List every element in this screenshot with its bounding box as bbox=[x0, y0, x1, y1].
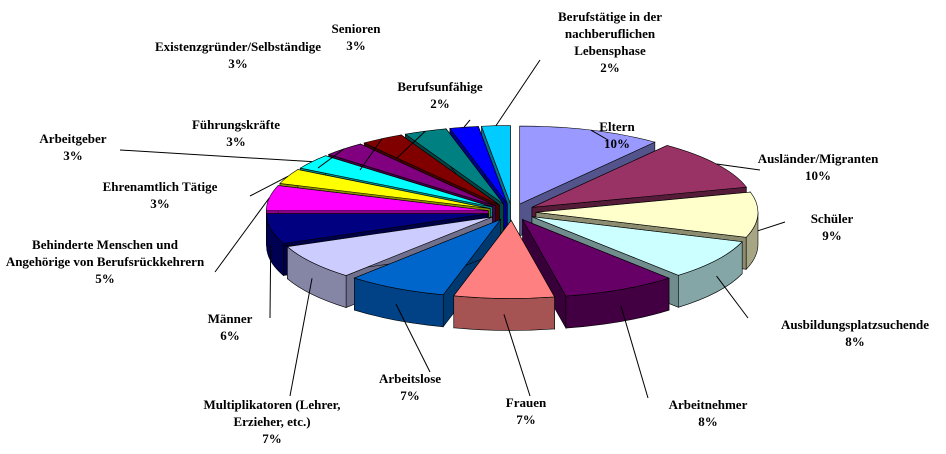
slice-label: Senioren 3% bbox=[321, 20, 391, 54]
slice-label: Arbeitnehmer 8% bbox=[648, 396, 768, 430]
value-label: 3% bbox=[228, 56, 248, 71]
slice-label: Existenzgründer/Selbständige 3% bbox=[123, 38, 353, 72]
value-label: 3% bbox=[346, 38, 366, 53]
value-label: 5% bbox=[95, 271, 115, 286]
value-label: 7% bbox=[400, 388, 420, 403]
category-name: Behinderte Menschen und Angehörige von B… bbox=[5, 237, 205, 269]
leader-line bbox=[317, 148, 345, 169]
pie-slice bbox=[353, 218, 502, 296]
pie-slice bbox=[531, 145, 747, 208]
slice-wall bbox=[453, 295, 555, 331]
value-label: 2% bbox=[600, 60, 620, 75]
category-name: Berufsunfähige bbox=[397, 79, 483, 94]
leader-line bbox=[503, 314, 531, 397]
category-name: Arbeitslose bbox=[378, 371, 442, 386]
category-name: Arbeitgeber bbox=[39, 131, 107, 146]
value-label: 6% bbox=[220, 328, 240, 343]
category-name: Männer bbox=[207, 311, 253, 326]
leader-line bbox=[495, 59, 541, 127]
leader-line bbox=[716, 275, 749, 319]
category-name: Senioren bbox=[331, 21, 381, 36]
leader-line bbox=[716, 163, 761, 171]
slice-label: Ehrenamtlich Tätige 3% bbox=[70, 178, 250, 212]
category-name: Berufstätige in der nachberuflichen Lebe… bbox=[558, 9, 662, 58]
slice-label: Eltern 10% bbox=[572, 118, 662, 152]
pie-slice bbox=[266, 213, 489, 244]
slice-label: Multiplikatoren (Lehrer, Erzieher, etc.)… bbox=[177, 396, 367, 447]
pie-slice bbox=[481, 125, 511, 204]
category-name: Arbeitnehmer bbox=[668, 397, 748, 412]
slice-label: Behinderte Menschen und Angehörige von B… bbox=[5, 236, 205, 287]
category-name: Führungskräfte bbox=[191, 117, 281, 132]
leader-line bbox=[590, 129, 609, 141]
category-name: Ehrenamtlich Tätige bbox=[102, 179, 218, 194]
leader-line bbox=[214, 197, 270, 273]
value-label: 10% bbox=[604, 136, 630, 151]
pie-slice bbox=[266, 185, 489, 211]
category-name: Ausbildungsplatzsuchende bbox=[780, 317, 930, 332]
category-name: Ausländer/Migranten bbox=[757, 151, 879, 166]
slice-label: Ausländer/Migranten 10% bbox=[733, 150, 903, 184]
value-label: 8% bbox=[845, 334, 865, 349]
slice-label: Arbeitslose 7% bbox=[360, 370, 460, 404]
category-name: Eltern bbox=[599, 119, 635, 134]
leader-line bbox=[249, 175, 289, 197]
value-label: 9% bbox=[822, 228, 842, 243]
value-label: 7% bbox=[262, 431, 282, 446]
slice-label: Führungskräfte 3% bbox=[171, 116, 301, 150]
leader-line bbox=[757, 221, 786, 232]
leader-line bbox=[359, 138, 383, 171]
category-name: Multiplikatoren (Lehrer, Erzieher, etc.) bbox=[203, 397, 341, 429]
value-label: 3% bbox=[150, 196, 170, 211]
leader-line bbox=[396, 130, 426, 159]
value-label: 10% bbox=[805, 168, 831, 183]
leader-line bbox=[119, 149, 313, 163]
slice-label: Männer 6% bbox=[190, 310, 270, 344]
leader-line bbox=[289, 278, 313, 397]
category-name: Schüler bbox=[810, 211, 854, 226]
slice-label: Arbeitgeber 3% bbox=[28, 130, 118, 164]
pie-slice bbox=[286, 216, 493, 276]
category-name: Frauen bbox=[505, 395, 547, 410]
slice-label: Berufstätige in der nachberuflichen Lebe… bbox=[535, 8, 685, 76]
pie-slice bbox=[453, 219, 556, 299]
leader-line bbox=[269, 244, 272, 319]
value-label: 8% bbox=[698, 414, 718, 429]
slice-label: Schüler 9% bbox=[792, 210, 872, 244]
slice-label: Ausbildungsplatzsuchende 8% bbox=[760, 316, 946, 350]
pie-slice bbox=[535, 191, 759, 238]
value-label: 7% bbox=[516, 412, 536, 427]
leader-line bbox=[395, 304, 431, 373]
leader-line bbox=[463, 119, 471, 128]
slice-label: Frauen 7% bbox=[486, 394, 566, 428]
pie-slice bbox=[531, 216, 743, 276]
value-label: 3% bbox=[63, 148, 83, 163]
value-label: 2% bbox=[430, 96, 450, 111]
leader-line bbox=[620, 305, 649, 399]
pie-slice bbox=[521, 218, 670, 297]
slice-label: Berufsunfähige 2% bbox=[385, 78, 495, 112]
pie-slice bbox=[279, 169, 491, 209]
category-name: Existenzgründer/Selbständige bbox=[154, 39, 322, 54]
value-label: 3% bbox=[226, 134, 246, 149]
